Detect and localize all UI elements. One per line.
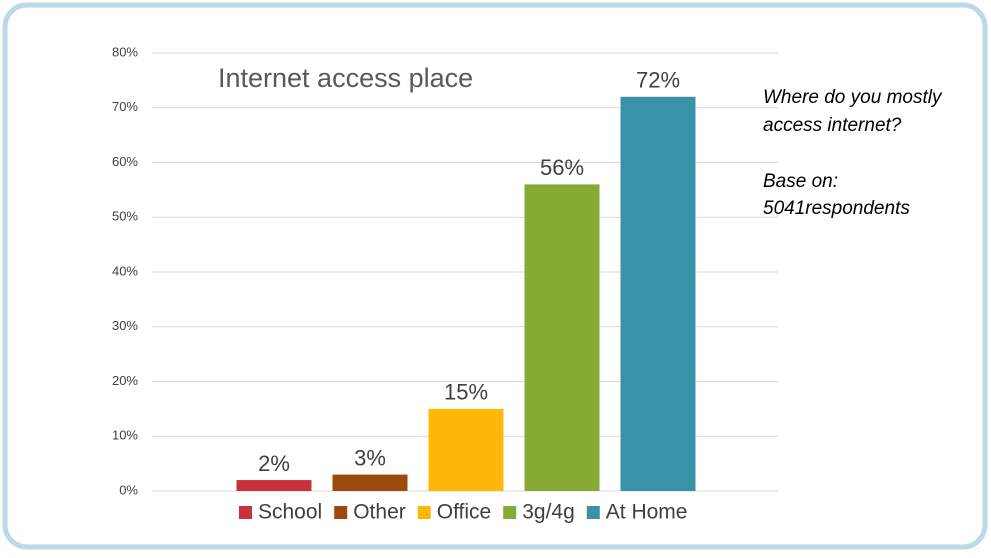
legend-swatch (417, 506, 431, 519)
data-label: 56% (540, 155, 584, 180)
y-tick-label: 20% (112, 373, 138, 388)
legend-swatch (239, 506, 252, 519)
legend-label: Office (437, 501, 491, 524)
frame (2, 2, 988, 550)
annotation-line: Base on: (763, 171, 838, 192)
annotation: Where do you mostly access internet? Base … (763, 87, 943, 219)
data-label: 3% (354, 445, 386, 470)
legend-swatch (334, 506, 348, 519)
y-tick-label: 30% (112, 318, 138, 333)
bar (236, 480, 312, 491)
legend-swatch (586, 506, 600, 519)
bar (524, 184, 600, 491)
y-tick-label: 80% (112, 44, 138, 59)
annotation-line: access internet? (763, 115, 902, 136)
legend-swatch (503, 506, 517, 519)
legend-label: School (258, 501, 322, 524)
chart-title: Internet access place (218, 63, 473, 93)
y-tick-label: 50% (112, 209, 138, 224)
bar (620, 96, 696, 492)
y-tick-label: 60% (112, 154, 138, 169)
data-label: 2% (258, 451, 290, 476)
y-tick-label: 70% (112, 99, 138, 114)
bar (428, 408, 504, 491)
data-label: 15% (444, 380, 488, 405)
legend-label: At Home (606, 501, 688, 524)
data-label: 72% (636, 68, 680, 93)
y-tick-label: 0% (119, 482, 138, 497)
y-tick-label: 40% (112, 263, 138, 278)
y-tick-label: 10% (112, 428, 138, 443)
annotation-line: Where do you mostly (763, 87, 943, 108)
legend-label: 3g/4g (522, 501, 575, 524)
bar (332, 474, 408, 491)
legend-label: Other (353, 501, 406, 524)
annotation-line: 5041respondents (763, 198, 910, 219)
